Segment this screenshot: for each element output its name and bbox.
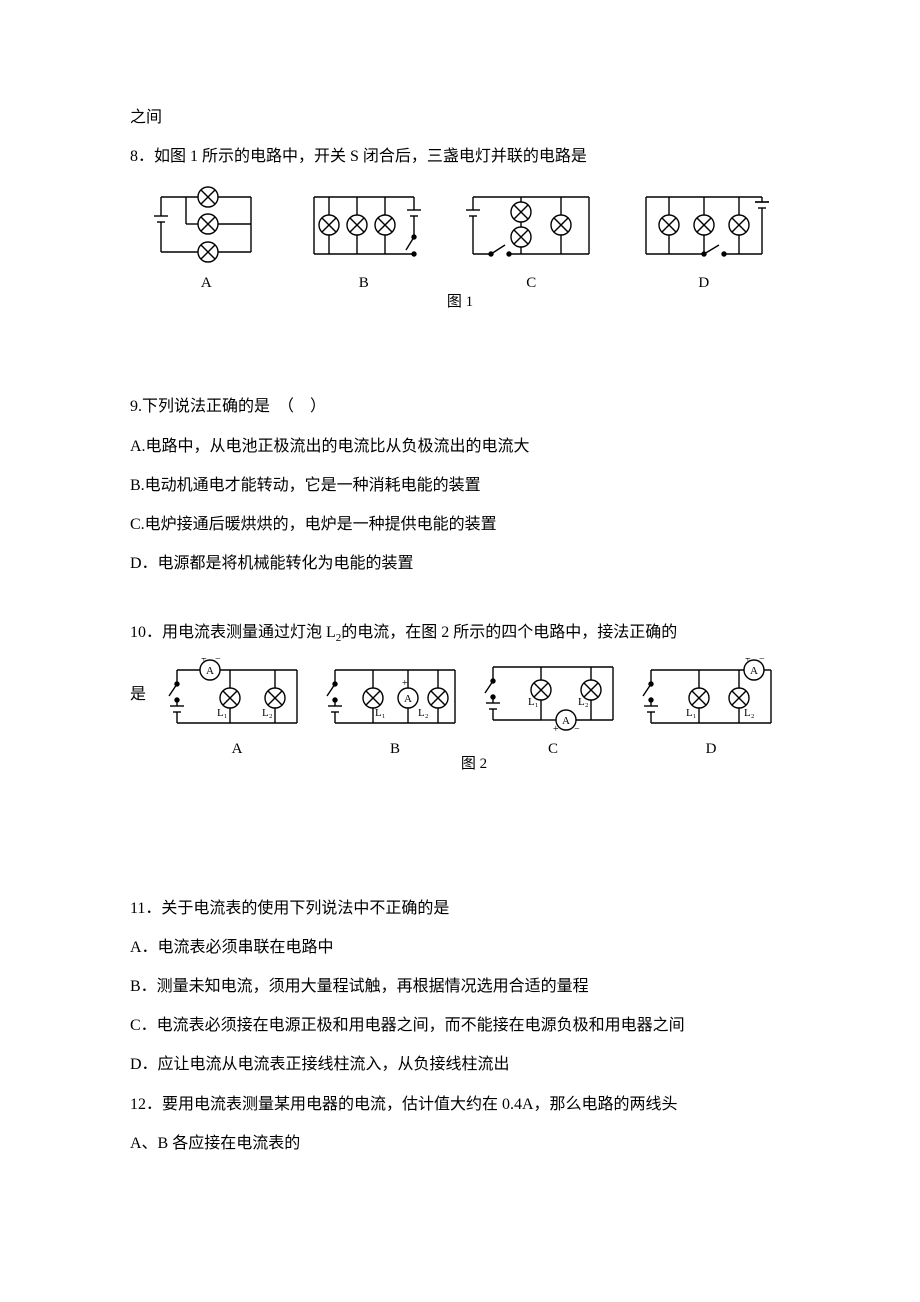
svg-text:+: + [745,658,751,665]
q10-cont: 是 [130,655,158,712]
figure-1-row: A [130,182,790,300]
svg-text:L₁: L₁ [686,707,697,719]
q12-line2: A、B 各应接在电流表的 [130,1126,790,1161]
fig1-c-svg [461,182,601,267]
q9-a: A.电路中，从电池正极流出的电流比从负极流出的电流大 [130,429,790,464]
svg-text:A: A [206,665,214,677]
fig2-b-label: B [390,733,400,766]
fig1-b: B [299,182,429,300]
q10-part1: 10．用电流表测量通过灯泡 L [130,624,336,641]
fig2-d-label: D [706,733,717,766]
q8-stem: 8．如图 1 所示的电路中，开关 S 闭合后，三盏电灯并联的电路是 [130,139,790,174]
svg-text:L₁: L₁ [217,707,228,719]
svg-text:−: − [574,724,580,733]
fig2-c-label: C [548,733,558,766]
svg-text:+: + [553,724,559,733]
fig2-c: L₁ A + − L₂ [481,655,626,766]
svg-text:L₁: L₁ [528,696,539,708]
frag-prev-line: 之间 [130,100,790,135]
q9-b: B.电动机通电才能转动，它是一种消耗电能的装置 [130,468,790,503]
fig1-d: D [634,182,774,300]
svg-text:−: − [759,658,765,665]
fig1-a-svg [146,182,266,267]
q11-a: A．电流表必须串联在电路中 [130,930,790,965]
svg-text:A: A [404,693,412,705]
svg-text:L₂: L₂ [744,707,755,719]
svg-text:+: + [201,658,207,665]
svg-text:L₁: L₁ [375,707,386,719]
svg-text:+: + [402,678,408,689]
fig2-b-svg: L₁ A + L₂ [323,658,468,733]
fig1-a: A [146,182,266,300]
fig2-a-svg: A + − [165,658,310,733]
q10-stem: 10．用电流表测量通过灯泡 L2的电流，在图 2 所示的四个电路中，接法正确的 [130,615,790,650]
fig1-a-label: A [201,267,212,300]
fig1-b-svg [299,182,429,267]
q9-stem: 9.下列说法正确的是 （ ） [130,389,790,424]
fig1-d-svg [634,182,774,267]
q10-part2: 的电流，在图 2 所示的四个电路中，接法正确的 [341,624,677,641]
fig2-a-label: A [232,733,243,766]
fig2-a: A + − [165,658,310,766]
q9-d: D．电源都是将机械能转化为电能的装置 [130,546,790,581]
fig2-d: A + − [639,658,784,766]
q11-c: C．电流表必须接在电源正极和用电器之间，而不能接在电源负极和用电器之间 [130,1008,790,1043]
fig2-c-svg: L₁ A + − L₂ [481,655,626,733]
fig2-d-svg: A + − [639,658,784,733]
svg-text:L₂: L₂ [262,707,273,719]
q11-b: B．测量未知电流，须用大量程试触，再根据情况选用合适的量程 [130,969,790,1004]
svg-text:A: A [562,715,570,727]
fig1-d-label: D [698,267,709,300]
svg-text:L₂: L₂ [418,707,429,719]
q11-d: D．应让电流从电流表正接线柱流入，从负接线柱流出 [130,1047,790,1082]
q11-stem: 11．关于电流表的使用下列说法中不正确的是 [130,891,790,926]
q12-line1: 12．要用电流表测量某用电器的电流，估计值大约在 0.4A，那么电路的两线头 [130,1087,790,1122]
fig2-b: L₁ A + L₂ B [323,658,468,766]
fig1-c: C [461,182,601,300]
svg-text:A: A [750,665,758,677]
fig1-c-label: C [526,267,536,300]
svg-text:L₂: L₂ [578,696,589,708]
q9-c: C.电炉接通后暖烘烘的，电炉是一种提供电能的装置 [130,507,790,542]
svg-text:−: − [215,658,221,665]
fig1-b-label: B [359,267,369,300]
